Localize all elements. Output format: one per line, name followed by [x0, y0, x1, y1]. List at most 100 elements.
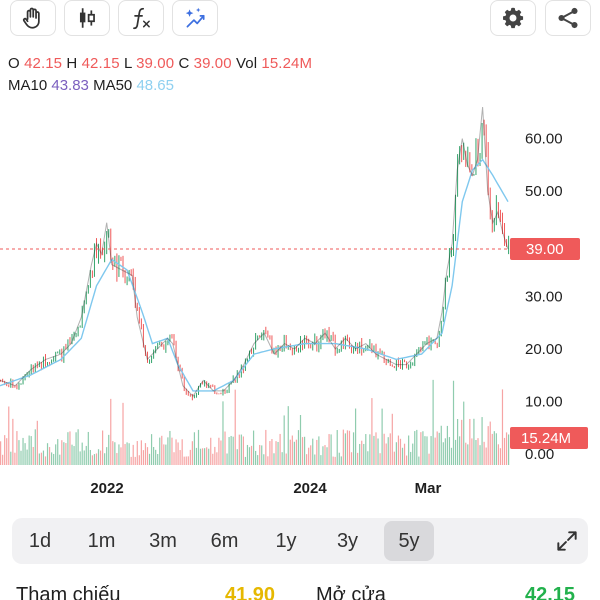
open-price-value: 42.15: [525, 584, 576, 600]
open-price-label: Mở cửa: [316, 584, 386, 600]
volume-bar: [201, 448, 204, 465]
volume-bar: [477, 438, 479, 465]
volume-bar: [65, 443, 67, 465]
volume-bar: [397, 435, 400, 465]
volume-bar: [403, 443, 406, 465]
volume-bar: [144, 443, 147, 465]
volume-bar: [165, 444, 167, 465]
volume-bar: [326, 447, 328, 465]
volume-bar: [346, 430, 349, 465]
volume-bar: [328, 434, 330, 465]
volume-bar: [459, 436, 461, 465]
hand-tool-button[interactable]: [10, 0, 56, 36]
volume-bar: [230, 435, 232, 465]
settings-button[interactable]: [490, 0, 536, 36]
volume-bar: [83, 450, 85, 465]
volume-bar: [126, 442, 128, 465]
volume-bar: [420, 432, 422, 465]
volume-bar: [238, 434, 240, 465]
volume-bar: [55, 444, 57, 465]
volume-bar: [257, 455, 259, 465]
volume-bar: [93, 454, 96, 465]
expand-icon[interactable]: [554, 528, 580, 554]
ma10-label: MA10: [8, 77, 48, 94]
volume-bar: [381, 408, 383, 465]
volume-bar: [263, 454, 265, 465]
volume-bar: [244, 456, 247, 465]
volume-bar: [450, 447, 453, 465]
volume-bar: [469, 418, 471, 465]
volume-bar: [487, 426, 489, 465]
volume-bar: [303, 436, 306, 465]
candlestick-tool-button[interactable]: [64, 0, 110, 36]
volume-bar: [428, 453, 430, 465]
open-label: O: [8, 55, 20, 72]
volume-bar: [330, 434, 332, 465]
volume-bar: [250, 445, 253, 465]
share-button[interactable]: [545, 0, 591, 36]
volume-bar: [395, 442, 397, 465]
x-axis-labels: 2022 2024 Mar: [90, 480, 441, 497]
volume-bar: [373, 435, 375, 465]
volume-bar: [46, 443, 49, 465]
volume-bar: [442, 442, 444, 465]
volume-bar: [53, 453, 55, 465]
volume-bar: [436, 431, 438, 465]
volume-bar: [189, 449, 191, 465]
range-tab-1y[interactable]: 1y: [275, 529, 297, 552]
volume-bar: [122, 402, 124, 465]
volume-bar: [269, 441, 271, 465]
volume-bar: [387, 437, 389, 465]
volume-bar: [240, 434, 242, 465]
volume-bar: [40, 452, 43, 465]
volume-bar: [159, 437, 161, 465]
volume-bar: [2, 454, 4, 465]
high-label: H: [66, 55, 78, 72]
magic-draw-button[interactable]: [172, 0, 218, 36]
volume-bar: [99, 450, 102, 465]
volume-bar: [252, 430, 255, 465]
range-tab-6m[interactable]: 6m: [210, 529, 239, 552]
volume-bar: [465, 442, 467, 465]
volume-bar: [167, 437, 169, 465]
volume-bar: [430, 436, 432, 465]
volume-bar: [426, 436, 428, 465]
indicator-function-button[interactable]: [118, 0, 164, 36]
volume-bar: [246, 444, 249, 465]
volume-bar: [161, 435, 163, 465]
volume-bar: [116, 453, 118, 465]
volume-bar: [473, 418, 475, 465]
volume-bar: [142, 450, 145, 465]
volume-bar: [277, 441, 279, 465]
reference-value: 41.90: [225, 584, 276, 600]
range-tab-1d[interactable]: 1d: [28, 529, 52, 552]
volume-bar: [75, 432, 77, 465]
range-tab-5y[interactable]: 5y: [384, 521, 434, 561]
volume-bar: [89, 449, 91, 465]
volume-bar: [297, 430, 300, 465]
volume-bar: [87, 431, 89, 465]
volume-bar: [197, 429, 200, 465]
volume-bar: [495, 433, 497, 465]
price-chart[interactable]: 70.0060.0050.0040.0030.0020.0010.000.00 …: [0, 95, 600, 505]
sparkle-draw-icon: [185, 7, 205, 28]
volume-bar: [283, 415, 285, 465]
volume-bar: [416, 429, 418, 465]
volume-bar: [51, 452, 53, 465]
volume-bar: [316, 439, 318, 465]
volume-bar: [308, 447, 310, 465]
volume-bar: [187, 456, 189, 465]
volume-bar: [163, 444, 165, 465]
volume-bar: [365, 434, 367, 465]
volume-bar: [491, 433, 493, 465]
y-tick-label: 60.00: [525, 131, 563, 148]
volume-bar: [440, 425, 442, 465]
range-tab-1m[interactable]: 1m: [87, 529, 116, 552]
volume-bar: [342, 429, 344, 465]
range-tab-3y[interactable]: 3y: [336, 529, 359, 552]
range-tab-3m[interactable]: 3m: [149, 529, 177, 552]
volume-bar: [357, 452, 359, 465]
quote-footer: Tham chiếu 41.90 Mở cửa 42.15: [0, 584, 600, 600]
volume-bar: [226, 453, 228, 465]
